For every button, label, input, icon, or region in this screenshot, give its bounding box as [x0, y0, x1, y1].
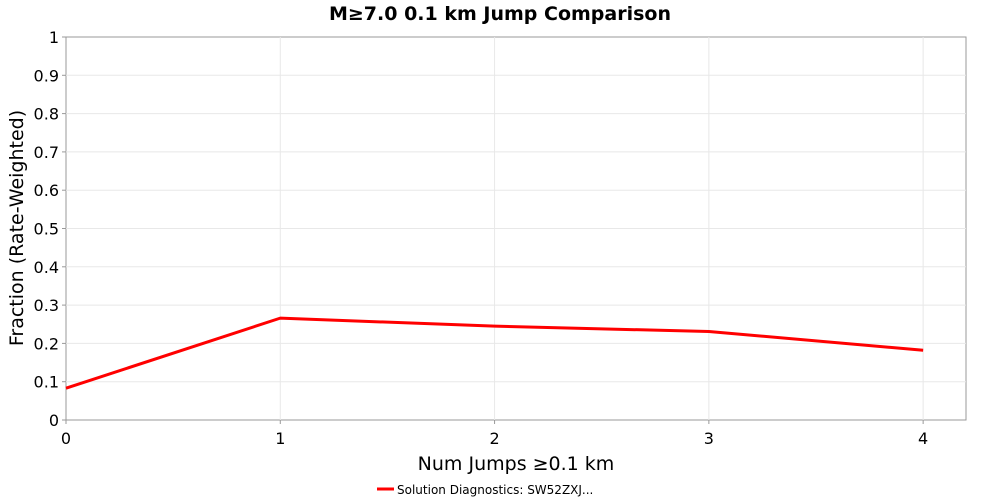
y-tick-label: 0.3: [34, 296, 59, 315]
grid-lines: [66, 37, 966, 420]
x-axis-label: Num Jumps ≥0.1 km: [418, 453, 615, 475]
y-tick-label: 0.4: [34, 258, 59, 277]
x-axis-ticks: 0 1 2 3 4: [61, 420, 928, 448]
legend: Solution Diagnostics: SW52ZXJ...: [377, 483, 593, 497]
y-tick-label: 0.9: [34, 66, 59, 85]
legend-label: Solution Diagnostics: SW52ZXJ...: [397, 483, 593, 497]
x-tick-label: 4: [918, 429, 928, 448]
x-tick-label: 2: [489, 429, 499, 448]
y-tick-label: 0.1: [34, 373, 59, 392]
x-tick-label: 1: [275, 429, 285, 448]
y-tick-label: 0.8: [34, 105, 59, 124]
y-tick-label: 1: [49, 28, 59, 47]
y-tick-label: 0.7: [34, 143, 59, 162]
x-tick-label: 3: [704, 429, 714, 448]
chart-title: M≥7.0 0.1 km Jump Comparison: [329, 3, 671, 25]
y-axis-label: Fraction (Rate-Weighted): [6, 110, 28, 346]
y-tick-label: 0.2: [34, 334, 59, 353]
y-tick-label: 0.6: [34, 181, 59, 200]
y-tick-label: 0: [49, 411, 59, 430]
series-layer: [65, 316, 924, 390]
y-tick-label: 0.5: [34, 220, 59, 239]
x-tick-label: 0: [61, 429, 71, 448]
y-axis-ticks: 0 0.1 0.2 0.3 0.4 0.5 0.6 0.7 0.8 0.9 1: [34, 28, 66, 430]
